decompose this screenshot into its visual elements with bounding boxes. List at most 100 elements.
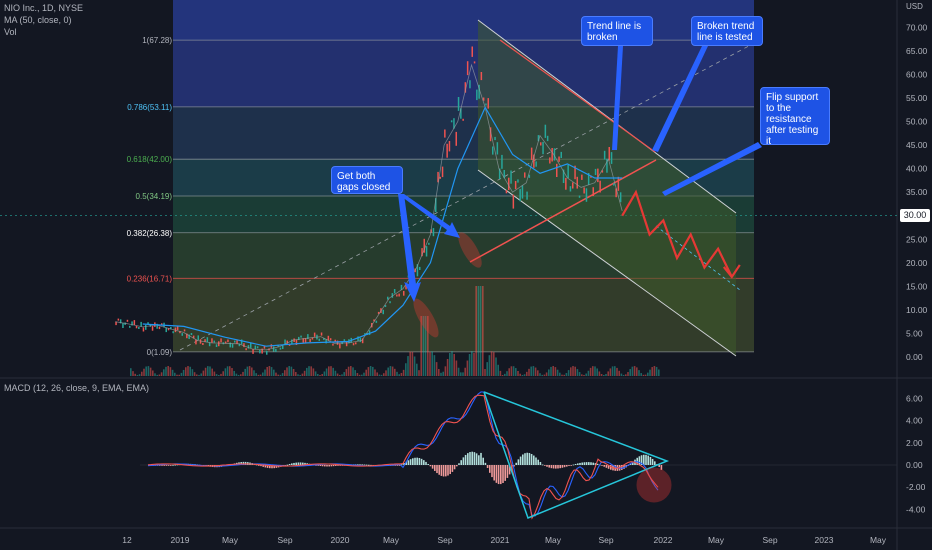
volume-bar: [242, 372, 244, 376]
candle: [140, 322, 142, 327]
candle: [300, 336, 302, 338]
callout-flip-support[interactable]: Flip support to the resistance after tes…: [760, 87, 830, 145]
macd-tick-label: 0.00: [906, 460, 923, 470]
candle: [531, 148, 533, 160]
macd-hist-bar: [568, 465, 570, 466]
volume-bar: [594, 366, 596, 376]
candle: [545, 125, 547, 138]
volume-bar: [414, 356, 416, 376]
candle: [446, 144, 448, 158]
volume-bar: [308, 366, 310, 376]
candle: [134, 320, 136, 325]
candle: [449, 141, 451, 151]
macd-hist-bar: [650, 457, 652, 465]
volume-bar: [607, 371, 609, 376]
volume-bar: [385, 370, 387, 376]
volume-bar: [638, 370, 640, 376]
candle: [609, 147, 611, 161]
time-axis-label: Sep: [277, 535, 292, 545]
candle: [565, 178, 567, 190]
macd-hist-bar: [163, 465, 165, 466]
volume-bar: [249, 366, 251, 376]
volume-bar: [229, 366, 231, 376]
macd-legend[interactable]: MACD (12, 26, close, 9, EMA, EMA): [4, 382, 149, 394]
macd-hist-bar: [425, 462, 427, 465]
volume-bar: [282, 373, 284, 376]
volume-bar: [566, 373, 568, 376]
volume-bar: [447, 359, 449, 376]
candle: [618, 177, 620, 191]
volume-bar: [634, 366, 636, 376]
volume-bar: [339, 375, 341, 376]
macd-hist-bar: [326, 465, 328, 466]
candle: [129, 326, 131, 328]
candle: [613, 183, 615, 185]
volume-bar: [511, 366, 513, 376]
time-axis-label: 2022: [654, 535, 673, 545]
volume-bar: [471, 351, 473, 376]
macd-hist-bar: [515, 463, 517, 465]
macd-hist-bar: [170, 465, 172, 466]
volume-bar: [548, 369, 550, 376]
volume-bar: [412, 352, 414, 376]
volume-bar: [416, 364, 418, 376]
macd-hist-bar: [291, 463, 293, 465]
callout-trend-broken[interactable]: Trend line is broken: [581, 16, 653, 46]
macd-hist-bar: [416, 458, 418, 465]
macd-hist-bar: [361, 464, 363, 465]
vol-legend[interactable]: Vol: [4, 26, 17, 38]
candle: [586, 188, 588, 202]
macd-hist-bar: [419, 458, 421, 465]
volume-bar: [145, 367, 147, 376]
symbol-legend[interactable]: NIO Inc., 1D, NYSE: [4, 2, 83, 14]
candle: [540, 142, 542, 145]
macd-tick-label: -4.00: [906, 504, 926, 514]
volume-bar: [181, 373, 183, 376]
volume-bar: [330, 366, 332, 376]
volume-bar: [610, 368, 612, 376]
candle: [198, 335, 200, 340]
candle: [250, 343, 252, 348]
macd-hist-bar: [496, 465, 498, 483]
candle: [547, 136, 549, 141]
macd-hist-bar: [445, 465, 447, 476]
candle: [389, 301, 391, 303]
volume-bar: [165, 367, 167, 376]
macd-hist-bar: [476, 453, 478, 465]
candle: [145, 325, 147, 330]
volume-bar: [304, 371, 306, 376]
price-tick-label: 65.00: [906, 46, 928, 56]
volume-bar: [284, 370, 286, 376]
volume-bar: [394, 369, 396, 376]
volume-bar: [269, 366, 271, 376]
macd-hist-bar: [467, 453, 469, 465]
volume-bar: [156, 375, 158, 376]
candle: [442, 167, 444, 178]
volume-bar: [291, 367, 293, 376]
volume-bar: [211, 369, 213, 376]
callout-gaps[interactable]: Get both gaps closed: [331, 166, 403, 194]
macd-hist-bar: [456, 465, 458, 466]
volume-bar: [577, 369, 579, 376]
candle: [396, 295, 398, 297]
volume-bar: [170, 367, 172, 376]
macd-hist-bar: [647, 456, 649, 465]
macd-hist-bar: [535, 457, 537, 465]
callout-trend-tested[interactable]: Broken trend line is tested: [691, 16, 763, 46]
ma-legend[interactable]: MA (50, close, 0): [4, 14, 72, 26]
volume-bar: [605, 374, 607, 376]
candle: [476, 90, 478, 101]
time-axis-label: May: [708, 535, 725, 545]
macd-hist-bar: [553, 465, 555, 469]
macd-hist-bar: [601, 465, 603, 466]
volume-bar: [176, 375, 178, 376]
volume-bar: [365, 370, 367, 376]
candle: [257, 346, 259, 348]
volume-bar: [467, 361, 469, 376]
macd-hist-bar: [586, 462, 588, 465]
volume-bar: [187, 366, 189, 376]
volume-bar: [348, 367, 350, 376]
volume-bar: [434, 355, 436, 376]
